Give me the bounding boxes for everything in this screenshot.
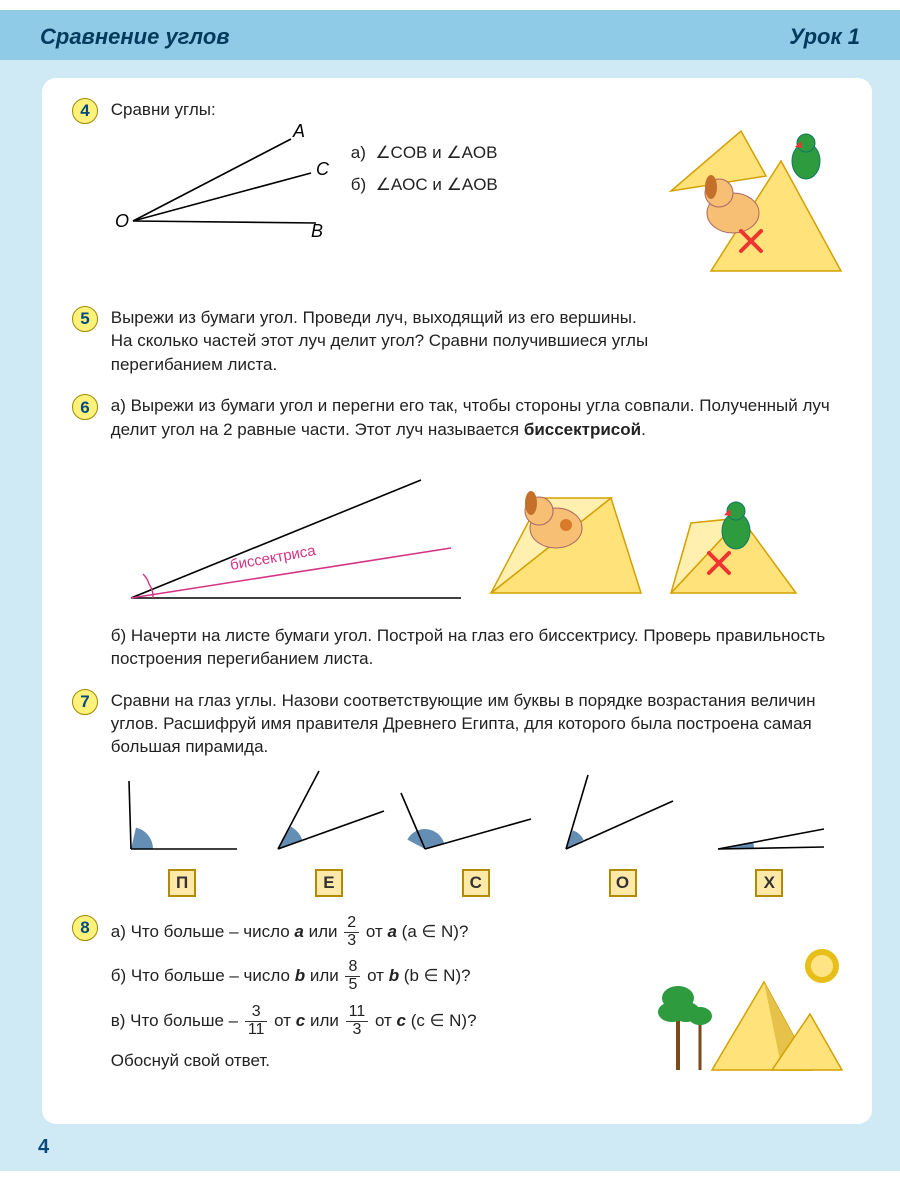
letter-box: О — [609, 869, 637, 897]
task-number-8: 8 — [72, 915, 98, 941]
task4-a-label: а) — [351, 143, 366, 162]
task4-b-label: б) — [351, 175, 366, 194]
task4-b-text: ∠AOC и ∠AOB — [376, 175, 498, 194]
task6-dot: . — [641, 420, 646, 439]
task7-angles-row: ПЕСОХ — [111, 771, 841, 897]
page-content: 4 Сравни углы: O A C B — [42, 78, 872, 1124]
letter-box: С — [462, 869, 490, 897]
task-5: 5 Вырежи из бумаги угол. Проведи луч, вы… — [72, 306, 842, 376]
task8-b: б) Что больше – число b или 85 от b (b ∈… — [111, 959, 651, 994]
angle-cell: П — [111, 771, 254, 897]
task8-a: а) Что больше – число a или 23 от a (a ∈… — [111, 915, 651, 950]
task8-footer: Обоснуй свой ответ. — [111, 1049, 651, 1072]
task4-compare: а) ∠COB и ∠AOB б) ∠AOC и ∠AOB — [351, 121, 651, 204]
letter-box: П — [168, 869, 196, 897]
label-A: A — [292, 121, 305, 141]
page-number: 4 — [0, 1132, 900, 1171]
task-number-4: 4 — [72, 98, 98, 124]
letter-box: Х — [755, 869, 783, 897]
task-8: 8 а) Что больше – число a или 23 от a (a… — [72, 915, 842, 1082]
task6-illustration — [481, 453, 841, 609]
bisector-label: биссектриса — [228, 542, 317, 574]
task8-c: в) Что больше – 311 от c или 113 от c (c… — [111, 1004, 651, 1039]
task-number-5: 5 — [72, 306, 98, 332]
angle-cell: Х — [698, 771, 841, 897]
task4-diagram: O A C B — [111, 121, 331, 247]
header-title: Сравнение углов — [40, 24, 230, 50]
lesson-header: Сравнение углов Урок 1 — [0, 14, 900, 60]
task4-a-text: ∠COB и ∠AOB — [375, 143, 497, 162]
task-7: 7 Сравни на глаз углы. Назови соответств… — [72, 689, 842, 897]
label-C: C — [316, 159, 330, 179]
angle-cell: С — [404, 771, 547, 897]
task-number-6: 6 — [72, 394, 98, 420]
letter-box: Е — [315, 869, 343, 897]
top-border — [0, 0, 900, 14]
task7-text: Сравни на глаз углы. Назови соответствую… — [111, 691, 816, 757]
angle-cell: О — [551, 771, 694, 897]
task-number-7: 7 — [72, 689, 98, 715]
header-lesson: Урок 1 — [789, 24, 860, 50]
label-B: B — [311, 221, 323, 241]
task8-illustration — [652, 942, 852, 1088]
angle-cell: Е — [258, 771, 401, 897]
task5-text: Вырежи из бумаги угол. Проведи луч, выхо… — [111, 308, 648, 374]
task-4: 4 Сравни углы: O A C B — [72, 98, 842, 288]
task6-text-a: а) Вырежи из бумаги угол и перегни его т… — [111, 396, 830, 438]
task-6: 6 а) Вырежи из бумаги угол и перегни его… — [72, 394, 842, 670]
label-O: O — [115, 211, 129, 231]
task4-illustration — [671, 121, 841, 287]
bisector-diagram: биссектриса — [111, 470, 471, 610]
task6-keyword: биссектрисой — [524, 420, 641, 439]
task6-text-b: б) Начерти на листе бумаги угол. Построй… — [111, 624, 841, 671]
task4-intro: Сравни углы: — [111, 98, 841, 121]
